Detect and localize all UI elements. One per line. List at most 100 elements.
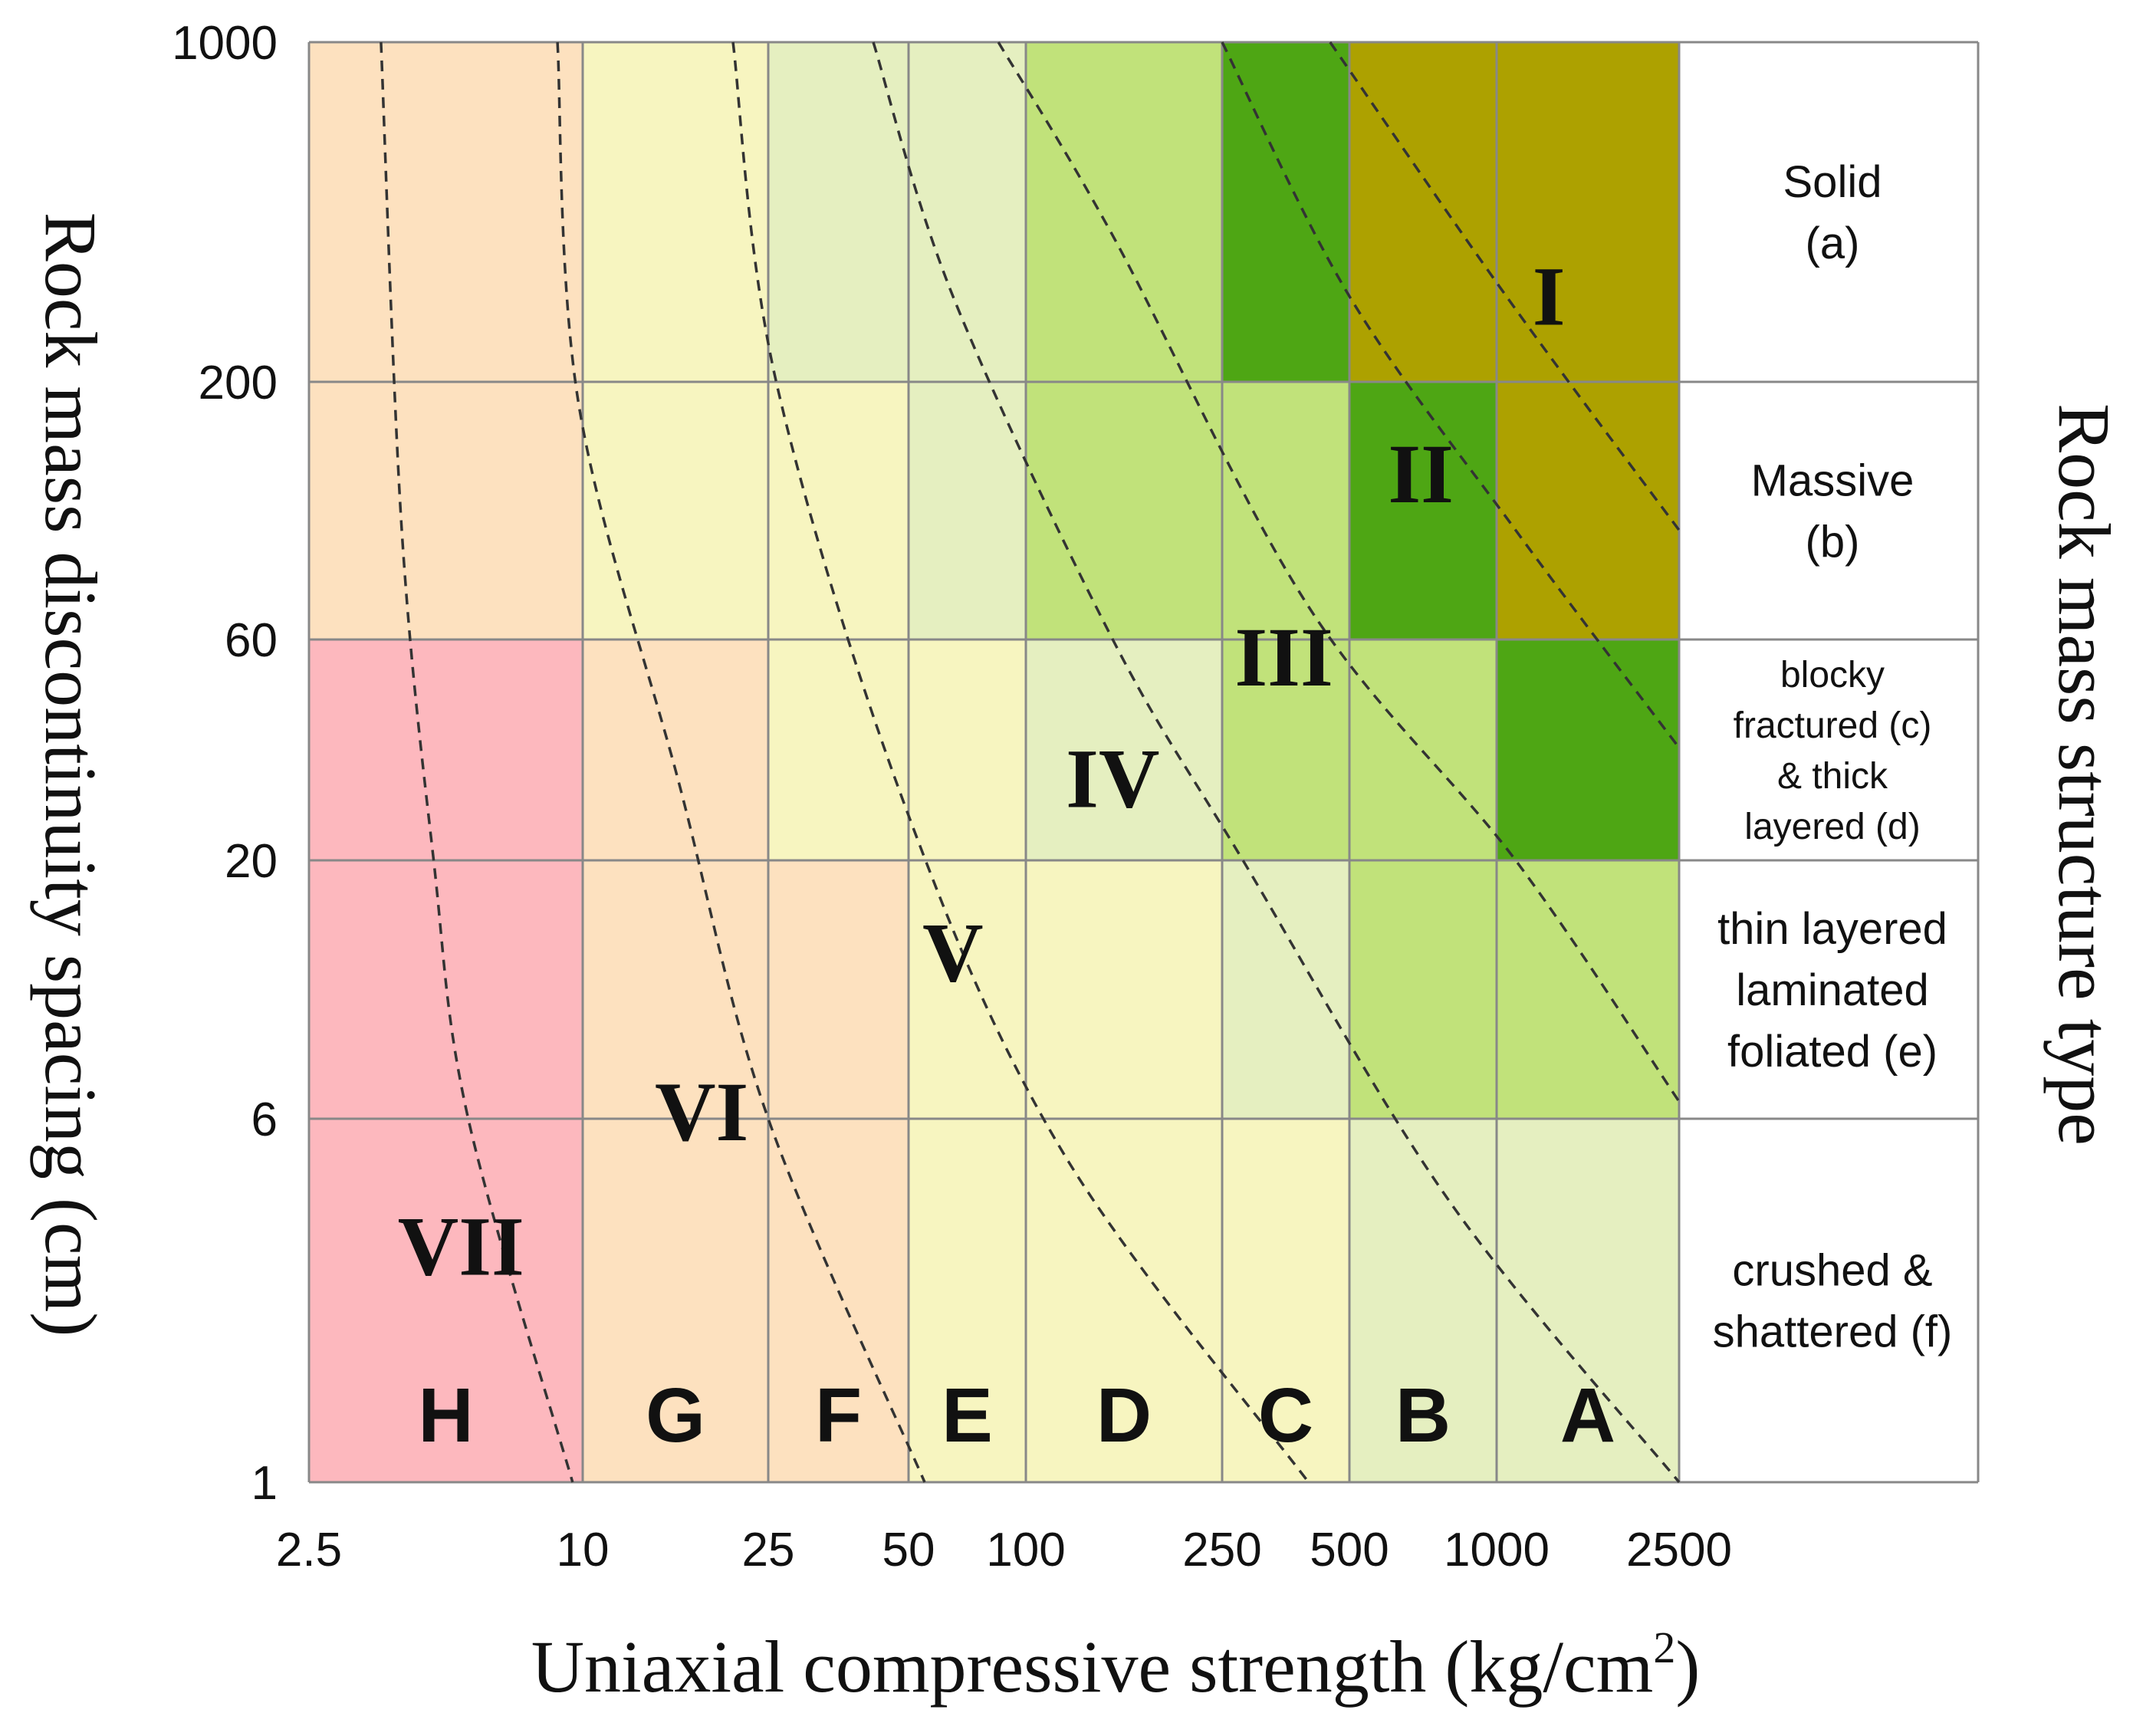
cell-H-row3 — [309, 639, 583, 860]
cell-C-row3 — [1222, 639, 1349, 860]
x-axis-label-superscript: 2 — [1653, 1623, 1675, 1672]
cell-B-row1 — [1349, 42, 1497, 382]
structure-type-label: & thick — [1777, 756, 1888, 797]
structure-type-label: (a) — [1806, 219, 1860, 268]
strength-class-E: E — [942, 1373, 993, 1458]
cell-B-row2 — [1349, 382, 1497, 639]
x-tick-label: 50 — [882, 1524, 935, 1577]
zone-label-II: II — [1388, 427, 1454, 521]
x-tick-labels: 2.5 10 25 50 100 250 500 1000 2500 — [276, 1524, 1732, 1577]
boundary-curve-V-VI — [731, 41, 1310, 1484]
structure-panel-bg — [1679, 42, 1978, 1482]
structure-type-label: foliated (e) — [1727, 1027, 1937, 1077]
y-tick-label: 6 — [251, 1093, 278, 1146]
x-tick-label: 2.5 — [276, 1524, 342, 1577]
x-tick-label: 500 — [1310, 1524, 1389, 1577]
strength-class-H: H — [418, 1373, 473, 1458]
cell-D-row4 — [1026, 860, 1222, 1119]
cell-F-row1 — [768, 42, 909, 382]
zone-label-IV: IV — [1066, 732, 1159, 826]
x-tick-label: 2500 — [1626, 1524, 1732, 1577]
strength-class-A: A — [1560, 1373, 1615, 1458]
boundary-curve-VI-VII — [556, 41, 926, 1483]
boundary-curves — [380, 41, 1681, 1484]
boundary-curve-VII-VIII — [380, 41, 574, 1483]
x-axis-label-main: Uniaxial compressive strength (kg/cm — [531, 1626, 1654, 1708]
cell-F-row3 — [768, 639, 909, 860]
structure-type-panel: Solid (a) Massive (b) blocky fractured (c) & t… — [1679, 42, 1978, 1482]
cell-A-row3 — [1497, 639, 1679, 860]
cell-D-row2 — [1026, 382, 1222, 639]
structure-type-label: shattered (f) — [1713, 1307, 1953, 1356]
structure-type-label: Solid — [1783, 157, 1882, 207]
y-tick-label: 20 — [225, 835, 278, 888]
cell-C-row2 — [1222, 382, 1349, 639]
cell-E-row3 — [909, 639, 1026, 860]
x-axis-label: Uniaxial compressive strength (kg/cm2) — [531, 1623, 1701, 1708]
structure-type-label: laminated — [1736, 965, 1928, 1015]
grid-lines — [307, 41, 1980, 1484]
structure-type-label: blocky — [1780, 655, 1885, 695]
zone-label-I: I — [1533, 249, 1566, 343]
structure-type-label: thin layered — [1717, 904, 1947, 954]
cell-B-row5 — [1349, 1119, 1497, 1482]
cell-C-row4 — [1222, 860, 1349, 1119]
cell-A-row2 — [1497, 382, 1679, 639]
zone-label-VII: VII — [398, 1199, 524, 1293]
cell-D-row5 — [1026, 1119, 1222, 1482]
structure-type-label: (b) — [1806, 517, 1860, 567]
cell-F-row2 — [768, 382, 909, 639]
zone-label-III: III — [1234, 610, 1333, 704]
cell-E-row1 — [909, 42, 1026, 382]
cell-D-row1 — [1026, 42, 1222, 382]
cell-H-row1 — [309, 42, 583, 382]
cell-E-row5 — [909, 1119, 1026, 1482]
cell-B-row4 — [1349, 860, 1497, 1119]
boundary-curve-IV-V — [872, 41, 1681, 1484]
cell-A-row5 — [1497, 1119, 1679, 1482]
y-tick-label: 1000 — [172, 17, 278, 70]
x-tick-label: 100 — [986, 1524, 1065, 1577]
cell-E-row4 — [909, 860, 1026, 1119]
zone-label-VI: VI — [655, 1065, 748, 1159]
x-axis-label-close: ) — [1675, 1626, 1700, 1708]
cell-G-row1 — [583, 42, 768, 382]
cell-C-row1 — [1222, 42, 1349, 382]
cell-F-row4 — [768, 860, 909, 1119]
x-tick-label: 10 — [557, 1524, 610, 1577]
boundary-curve-I-II — [1329, 41, 1681, 531]
y-tick-label: 60 — [225, 614, 278, 667]
x-tick-label: 25 — [742, 1524, 795, 1577]
cell-G-row4 — [583, 860, 768, 1119]
structure-type-label: Massive — [1751, 455, 1914, 505]
cell-H-row4 — [309, 860, 583, 1119]
cell-D-row3 — [1026, 639, 1222, 860]
y-axis-label: Rock mass discontinuity spacing (cm) — [30, 212, 112, 1337]
cell-G-row3 — [583, 639, 768, 860]
structure-type-label: crushed & — [1732, 1245, 1932, 1295]
y-tick-label: 200 — [199, 357, 278, 409]
strength-class-D: D — [1096, 1373, 1152, 1458]
x-tick-label: 250 — [1182, 1524, 1261, 1577]
cell-E-row2 — [909, 382, 1026, 639]
structure-type-label: fractured (c) — [1734, 705, 1932, 746]
cell-A-row4 — [1497, 860, 1679, 1119]
x-tick-label: 1000 — [1444, 1524, 1550, 1577]
y-tick-label: 1 — [251, 1457, 278, 1510]
boundary-curve-III-IV — [997, 41, 1681, 1103]
cell-A-row1 — [1497, 42, 1679, 382]
strength-class-B: B — [1395, 1373, 1451, 1458]
strength-class-F: F — [815, 1373, 862, 1458]
cell-G-row2 — [583, 382, 768, 639]
cell-H-row2 — [309, 382, 583, 639]
cell-G-row5 — [583, 1119, 768, 1482]
cell-C-row5 — [1222, 1119, 1349, 1482]
cell-H-row5 — [309, 1119, 583, 1482]
strength-class-C: C — [1258, 1373, 1313, 1458]
y-tick-labels: 1000 200 60 20 6 1 — [172, 17, 278, 1510]
y2-axis-label: Rock mass structure type — [2043, 403, 2125, 1146]
structure-type-label: layered (d) — [1744, 807, 1920, 847]
